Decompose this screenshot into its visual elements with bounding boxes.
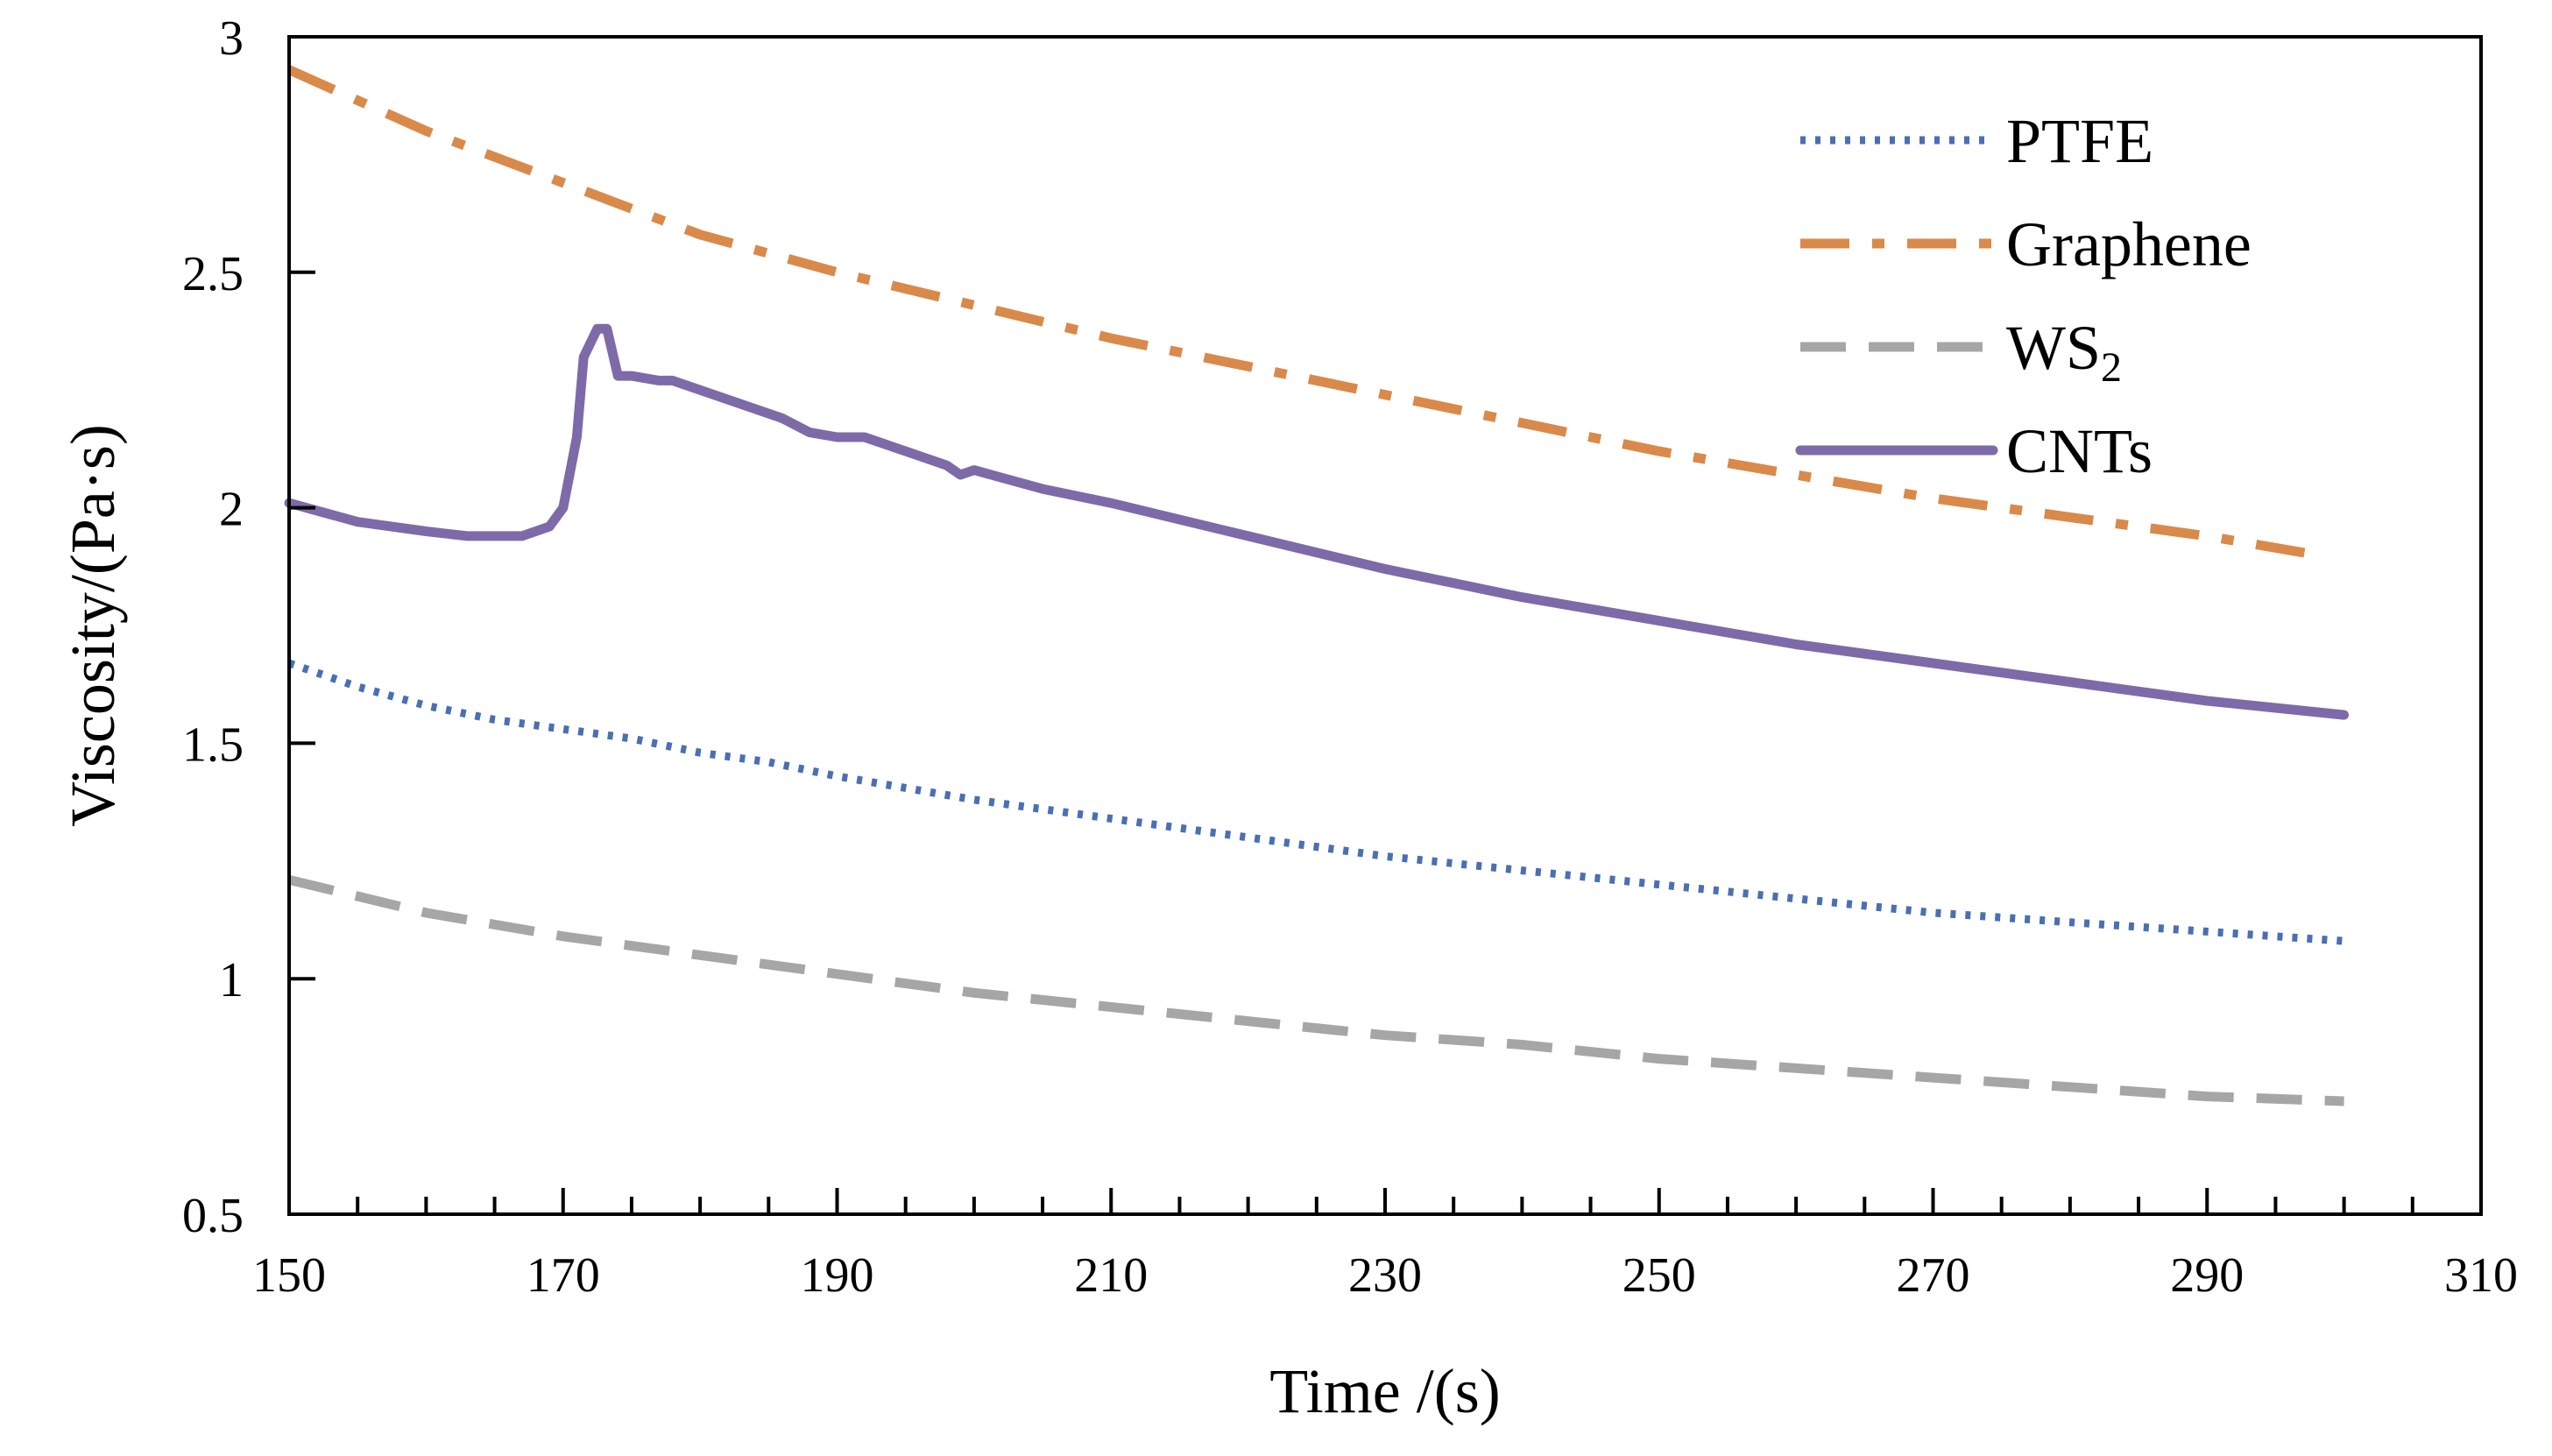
series-line-ptfe	[287, 659, 2344, 945]
y-tick-label: 1.5	[182, 717, 244, 772]
x-tick-label: 250	[1622, 1248, 1696, 1303]
legend-label-ptfe: PTFE	[2006, 106, 2153, 176]
legend-label-cnts: CNTs	[2006, 416, 2153, 486]
x-tick-label: 290	[2170, 1248, 2244, 1303]
y-axis-title: Viscosity/(Pa·s)	[58, 424, 128, 827]
series-line-ws2	[287, 874, 2344, 1106]
legend-label-graphene: Graphene	[2006, 209, 2252, 279]
x-tick-label: 170	[527, 1248, 600, 1303]
x-tick-label: 270	[1897, 1248, 1970, 1303]
legend: PTFE Graphene WS2 CNTs	[1795, 106, 2252, 486]
y-tick-label: 2	[219, 483, 244, 537]
x-tick-label: 310	[2444, 1248, 2518, 1303]
series-layer	[284, 65, 2350, 1106]
y-tick-label: 0.5	[182, 1189, 244, 1243]
x-axis-title: Time /(s)	[1269, 1356, 1500, 1426]
legend-label-ws2: WS2	[2006, 313, 2122, 391]
y-tick-label: 2.5	[182, 247, 244, 301]
x-axis: 150 170 190 210 230 250 270 290 310	[252, 1188, 2518, 1303]
x-tick-label: 230	[1348, 1248, 1422, 1303]
series-line-cnts	[284, 323, 2350, 720]
series-line-graphene	[286, 65, 2318, 560]
x-tick-label: 190	[801, 1248, 874, 1303]
x-tick-label: 210	[1074, 1248, 1148, 1303]
y-tick-label: 3	[219, 11, 244, 66]
y-axis: 0.5 1 1.5 2 2.5 3	[182, 11, 315, 1243]
y-tick-label: 1	[219, 953, 244, 1007]
x-tick-label: 150	[252, 1248, 326, 1303]
